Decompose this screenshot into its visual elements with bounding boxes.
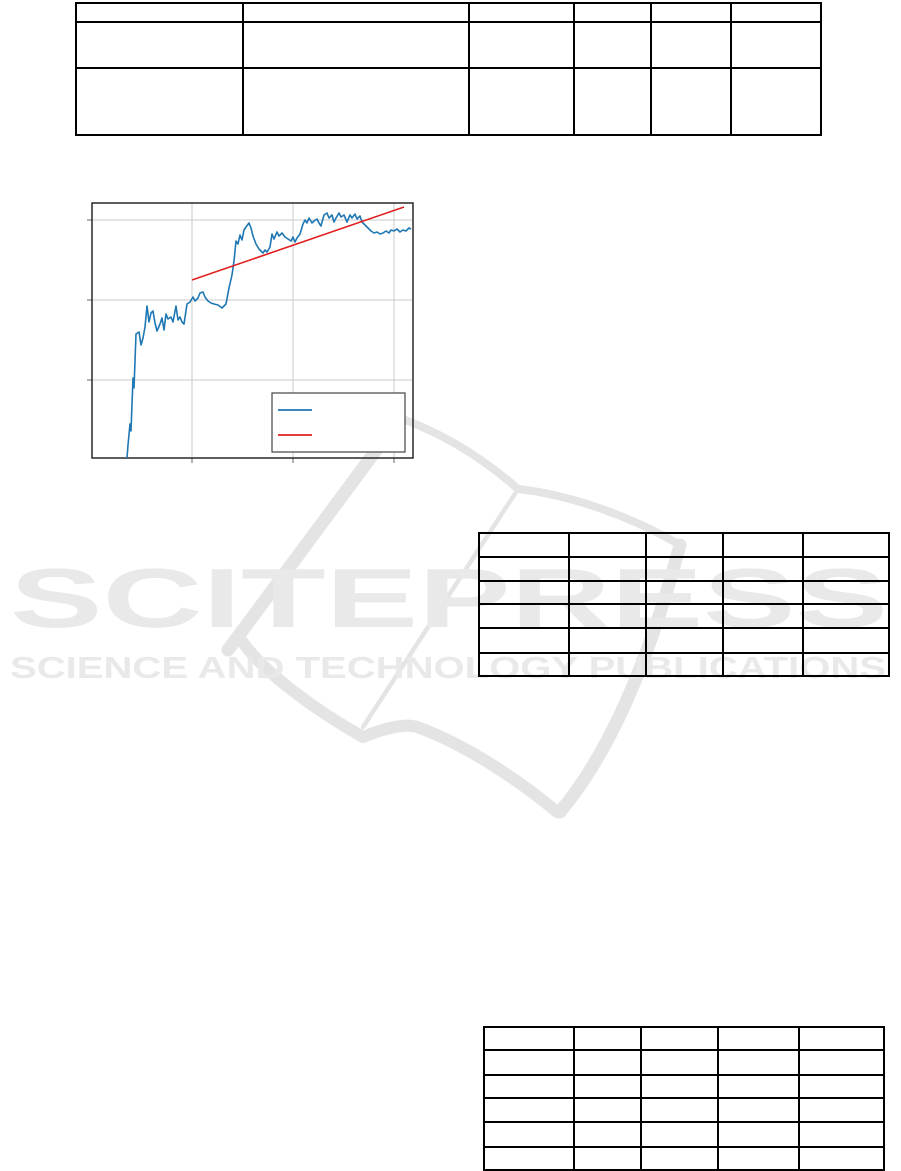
table-cell-empty: [722, 556, 804, 582]
table-cell-empty: [650, 2, 732, 23]
results-line-chart: [87, 202, 414, 463]
chart-series-lines: [126, 206, 412, 459]
chart-legend: [271, 392, 406, 453]
table-cell-empty: [573, 1074, 642, 1099]
table-cell-empty: [568, 556, 647, 582]
table-cell-empty: [478, 556, 570, 582]
table-cell-empty: [242, 2, 470, 23]
table-cell-empty: [573, 21, 652, 69]
table-cell-empty: [802, 652, 890, 677]
table-cell-empty: [645, 556, 724, 582]
table-cell-empty: [798, 1146, 885, 1171]
table-cell-empty: [242, 21, 470, 69]
table-cell-empty: [573, 1049, 642, 1076]
table-cell-empty: [468, 67, 575, 136]
table-cell-empty: [75, 21, 244, 69]
table-cell-empty: [478, 603, 570, 629]
legend-box: [271, 392, 406, 453]
table-cell-empty: [717, 1026, 800, 1051]
table-cell-empty: [573, 67, 652, 136]
table-cell-empty: [573, 1026, 642, 1051]
table-cell-empty: [568, 603, 647, 629]
table-cell-empty: [730, 2, 822, 23]
table-cell-empty: [730, 21, 822, 69]
table-cell-empty: [802, 532, 890, 558]
table-cell-empty: [798, 1049, 885, 1076]
table-cell-empty: [717, 1121, 800, 1148]
table-cell-empty: [722, 580, 804, 605]
table-cell-empty: [717, 1097, 800, 1123]
table-cell-empty: [640, 1121, 719, 1148]
table-cell-empty: [802, 556, 890, 582]
table-cell-empty: [645, 627, 724, 654]
series-trend-line: [191, 206, 405, 281]
table-cell-empty: [478, 532, 570, 558]
table-cell-empty: [242, 67, 470, 136]
table-cell-empty: [802, 627, 890, 654]
table-cell-empty: [75, 67, 244, 136]
table-cell-empty: [722, 532, 804, 558]
table-cell-empty: [640, 1049, 719, 1076]
table-cell-empty: [650, 67, 732, 136]
table-cell-empty: [483, 1049, 575, 1076]
table-cell-empty: [802, 580, 890, 605]
table-cell-empty: [722, 603, 804, 629]
table-cell-empty: [798, 1026, 885, 1051]
table-cell-empty: [722, 627, 804, 654]
table-cell-empty: [573, 1146, 642, 1171]
table-cell-empty: [722, 652, 804, 677]
table-cell-empty: [573, 2, 652, 23]
table-cell-empty: [568, 652, 647, 677]
table-cell-empty: [717, 1146, 800, 1171]
table-cell-empty: [650, 21, 732, 69]
table-cell-empty: [798, 1121, 885, 1148]
table-cell-empty: [483, 1074, 575, 1099]
series-noisy-learning-curve: [126, 212, 412, 459]
table-cell-empty: [640, 1026, 719, 1051]
table-cell-empty: [573, 1097, 642, 1123]
table-cell-empty: [568, 532, 647, 558]
table-middle-right: [478, 532, 890, 677]
table-cell-empty: [640, 1074, 719, 1099]
table-cell-empty: [483, 1121, 575, 1148]
chart-plot-border: [91, 202, 414, 459]
table-cell-empty: [478, 627, 570, 654]
table-top: [75, 2, 822, 136]
table-cell-empty: [730, 67, 822, 136]
table-cell-empty: [468, 21, 575, 69]
table-cell-empty: [717, 1074, 800, 1099]
table-cell-empty: [798, 1074, 885, 1099]
table-cell-empty: [75, 2, 244, 23]
table-cell-empty: [483, 1026, 575, 1051]
table-cell-empty: [640, 1146, 719, 1171]
table-cell-empty: [645, 532, 724, 558]
table-cell-empty: [478, 652, 570, 677]
table-cell-empty: [645, 603, 724, 629]
table-cell-empty: [483, 1146, 575, 1171]
table-cell-empty: [483, 1097, 575, 1123]
table-cell-empty: [798, 1097, 885, 1123]
chart-axis-ticks: [87, 219, 395, 463]
table-cell-empty: [478, 580, 570, 605]
table-cell-empty: [645, 580, 724, 605]
table-cell-empty: [640, 1097, 719, 1123]
table-cell-empty: [468, 2, 575, 23]
table-cell-empty: [568, 627, 647, 654]
table-bottom-right: [483, 1026, 885, 1171]
table-cell-empty: [573, 1121, 642, 1148]
table-cell-empty: [802, 603, 890, 629]
table-cell-empty: [717, 1049, 800, 1076]
table-cell-empty: [645, 652, 724, 677]
table-cell-empty: [568, 580, 647, 605]
